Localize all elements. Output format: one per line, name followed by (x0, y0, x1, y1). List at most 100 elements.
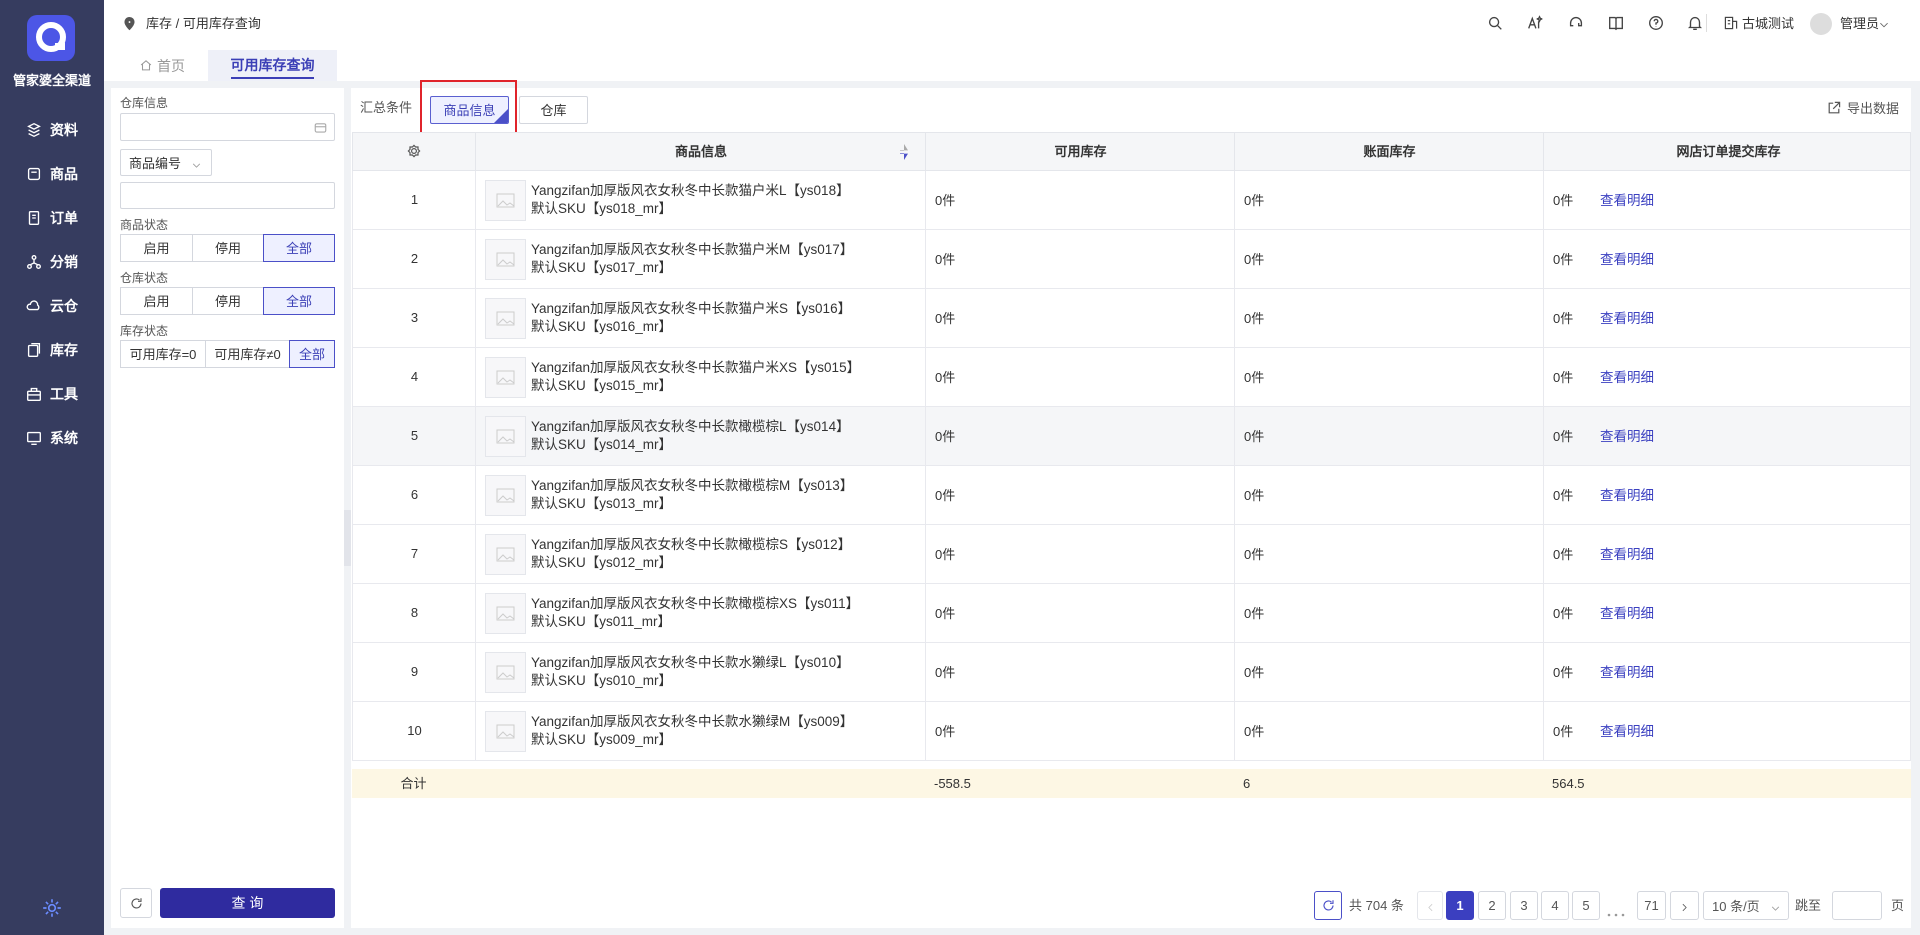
option[interactable]: 仓库 (519, 96, 588, 124)
page-size[interactable]: 10 条/页 (1703, 891, 1789, 920)
settings-icon[interactable] (41, 897, 63, 919)
product-sku: 默认SKU【ys017_mr】 (531, 260, 673, 275)
tab[interactable]: 首页 (132, 50, 210, 81)
cell-divider (475, 466, 476, 525)
text-input[interactable] (120, 113, 335, 141)
refresh-button[interactable] (120, 888, 152, 918)
header-icon[interactable] (1486, 14, 1504, 32)
prev-page[interactable] (1417, 891, 1443, 920)
book-stock: 0件 (1244, 370, 1265, 385)
segment[interactable]: 启用 (120, 287, 193, 315)
user-name[interactable]: 管理员 (1840, 16, 1880, 31)
online-stock: 0件 (1553, 252, 1574, 267)
available-stock: 0件 (935, 370, 956, 385)
menu-item[interactable]: 商品 (0, 163, 104, 185)
book-stock: 0件 (1244, 193, 1265, 208)
thumbnail (485, 652, 526, 693)
menu-icon (25, 429, 43, 447)
detail-link[interactable]: 查看明细 (1600, 252, 1654, 267)
online-stock: 0件 (1553, 193, 1574, 208)
cell-divider (475, 702, 476, 761)
detail-link[interactable]: 查看明细 (1600, 311, 1654, 326)
cell-divider (925, 289, 926, 348)
page-active[interactable]: 1 (1446, 891, 1474, 920)
product-name[interactable]: Yangzifan加厚版风衣女秋冬中长款猫户米S【ys016】 (531, 301, 852, 316)
detail-link[interactable]: 查看明细 (1600, 724, 1654, 739)
refresh-page[interactable] (1314, 891, 1342, 920)
cell-divider (475, 643, 476, 702)
sort-icon[interactable] (900, 144, 908, 160)
thumbnail (485, 180, 526, 221)
highlight-box (420, 80, 517, 135)
option-active[interactable]: 商品信息 (430, 96, 509, 124)
menu-item[interactable]: 订单 (0, 207, 104, 229)
table-row: 10 Yangzifan加厚版风衣女秋冬中长款水獭绿M【ys009】 默认SKU【y… (352, 702, 1911, 761)
page-ellipsis[interactable] (1606, 904, 1626, 917)
segment-active[interactable]: 全部 (263, 234, 335, 262)
export-button[interactable]: 导出数据 (1826, 100, 1910, 118)
segment-active[interactable]: 全部 (289, 340, 335, 368)
tab-active[interactable]: 可用库存查询 (208, 50, 337, 81)
jump-input[interactable] (1832, 891, 1882, 920)
segment-active[interactable]: 全部 (263, 287, 335, 315)
text-input[interactable] (120, 182, 335, 209)
detail-link[interactable]: 查看明细 (1600, 488, 1654, 503)
page-number: 4 (1551, 898, 1559, 913)
header-icon[interactable] (1526, 14, 1544, 32)
page-button[interactable]: 5 (1572, 891, 1600, 920)
product-name[interactable]: Yangzifan加厚版风衣女秋冬中长款橄榄棕M【ys013】 (531, 478, 854, 493)
detail-link[interactable]: 查看明细 (1600, 429, 1654, 444)
menu-item[interactable]: 资料 (0, 119, 104, 141)
menu-item[interactable]: 云仓 (0, 295, 104, 317)
query-label: 查 询 (231, 895, 264, 911)
menu-item[interactable]: 库存 (0, 339, 104, 361)
product-name[interactable]: Yangzifan加厚版风衣女秋冬中长款猫户米XS【ys015】 (531, 360, 861, 375)
input-icon (313, 120, 328, 135)
menu-item[interactable]: 工具 (0, 383, 104, 405)
next-page[interactable] (1670, 891, 1699, 920)
page-button[interactable]: 2 (1478, 891, 1506, 920)
product-name[interactable]: Yangzifan加厚版风衣女秋冬中长款水獭绿L【ys010】 (531, 655, 850, 670)
menu-icon (25, 385, 43, 403)
product-name[interactable]: Yangzifan加厚版风衣女秋冬中长款猫户米M【ys017】 (531, 242, 854, 257)
header-icon[interactable] (1647, 14, 1665, 32)
header-icon[interactable] (1567, 14, 1585, 32)
product-name[interactable]: Yangzifan加厚版风衣女秋冬中长款橄榄棕XS【ys011】 (531, 596, 860, 611)
detail-link[interactable]: 查看明细 (1600, 665, 1654, 680)
detail-link[interactable]: 查看明细 (1600, 606, 1654, 621)
product-name[interactable]: Yangzifan加厚版风衣女秋冬中长款猫户米L【ys018】 (531, 183, 850, 198)
column-settings[interactable] (406, 143, 422, 159)
detail-link[interactable]: 查看明细 (1600, 547, 1654, 562)
page-button[interactable]: 71 (1637, 891, 1666, 920)
segment[interactable]: 可用库存≠0 (205, 340, 290, 368)
product-name[interactable]: Yangzifan加厚版风衣女秋冬中长款橄榄棕L【ys014】 (531, 419, 850, 434)
menu-item[interactable]: 分销 (0, 251, 104, 273)
product-name[interactable]: Yangzifan加厚版风衣女秋冬中长款橄榄棕S【ys012】 (531, 537, 852, 552)
segment[interactable]: 停用 (192, 287, 264, 315)
menu-item[interactable]: 系统 (0, 427, 104, 449)
page-button[interactable]: 4 (1541, 891, 1569, 920)
cell-divider (925, 584, 926, 643)
segment[interactable]: 启用 (120, 234, 193, 262)
export-label: 导出数据 (1847, 101, 1900, 116)
export-icon (1826, 100, 1842, 116)
header-icon[interactable] (1686, 14, 1704, 32)
menu-icon (25, 209, 43, 227)
header-icon[interactable] (1607, 14, 1625, 32)
thumbnail (485, 298, 526, 339)
cell-divider (925, 702, 926, 761)
page-number: 5 (1582, 898, 1590, 913)
detail-link[interactable]: 查看明细 (1600, 370, 1654, 385)
toolbar-label: 汇总条件 (360, 100, 413, 115)
segment[interactable]: 可用库存=0 (120, 340, 206, 368)
detail-link[interactable]: 查看明细 (1600, 193, 1654, 208)
query-button[interactable]: 查 询 (160, 888, 335, 918)
product-name[interactable]: Yangzifan加厚版风衣女秋冬中长款水獭绿M【ys009】 (531, 714, 854, 729)
company-name[interactable]: 古城测试 (1742, 16, 1795, 31)
segment[interactable]: 停用 (192, 234, 264, 262)
table-row: 1 Yangzifan加厚版风衣女秋冬中长款猫户米L【ys018】 默认SKU【ys… (352, 171, 1911, 230)
select[interactable]: 商品编号 (120, 149, 212, 176)
page-button[interactable]: 3 (1510, 891, 1538, 920)
book-stock: 0件 (1244, 724, 1265, 739)
